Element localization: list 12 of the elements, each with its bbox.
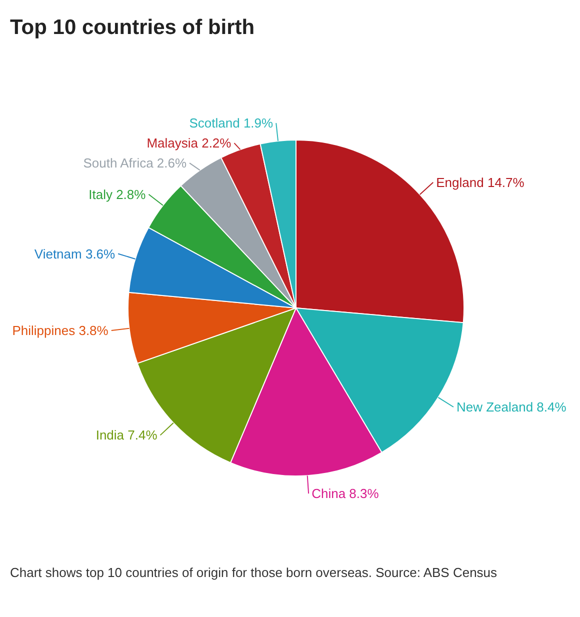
chart-title: Top 10 countries of birth	[10, 16, 255, 39]
slice-label: Scotland 1.9%	[189, 116, 274, 131]
slice-label: England 14.7%	[436, 174, 525, 190]
slice-label: India 7.4%	[96, 428, 158, 443]
slice-label: Philippines 3.8%	[12, 323, 109, 338]
slice-label: Italy 2.8%	[88, 186, 146, 202]
text: Chart shows top 10 countries of origin for those born overseas. Source: ABS Census	[10, 564, 498, 582]
slice-label: Malaysia 2.2%	[146, 136, 232, 151]
slice-label: China 8.3%	[312, 486, 380, 502]
slice-label: New Zealand 8.4%	[456, 400, 567, 415]
slice-label: Vietnam 3.6%	[34, 246, 116, 262]
slice-label: South Africa 2.6%	[83, 156, 188, 171]
